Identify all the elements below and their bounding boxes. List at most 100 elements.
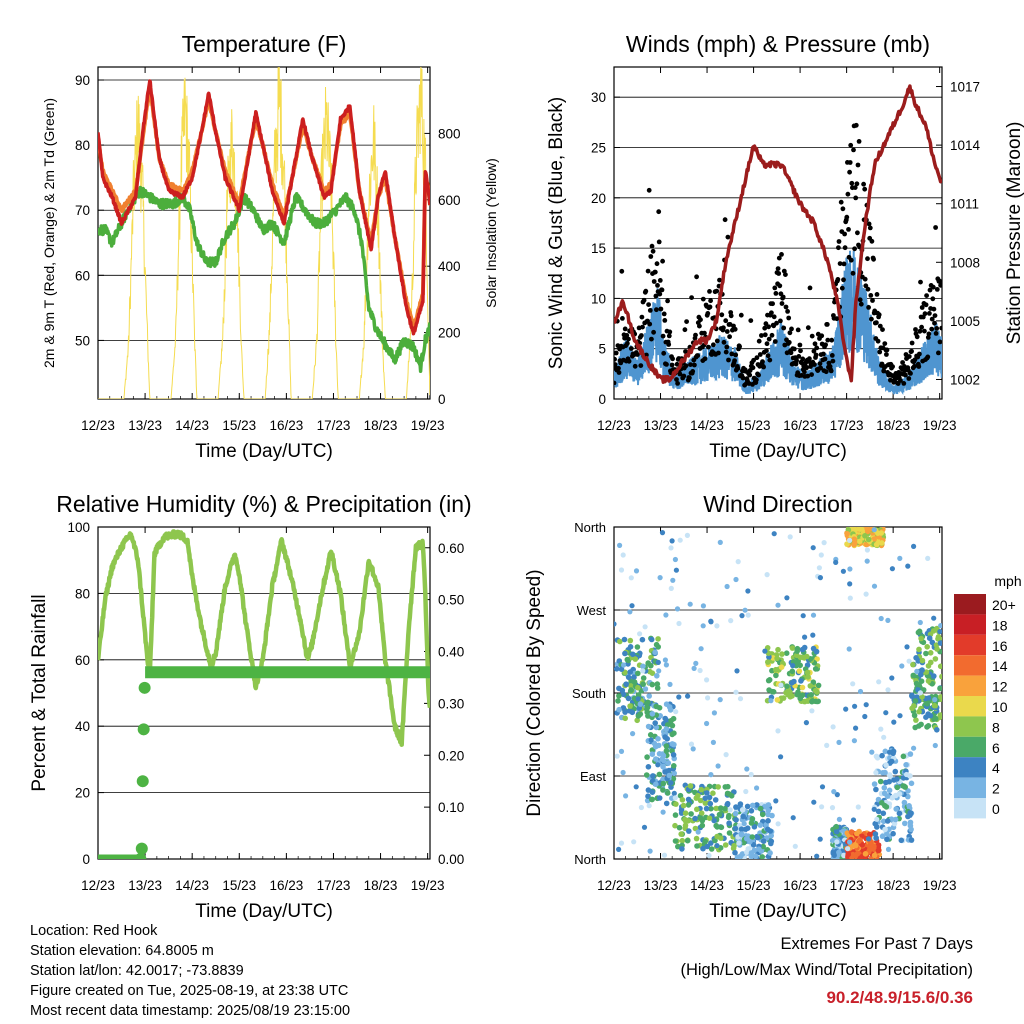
direction-point xyxy=(671,770,677,777)
direction-point xyxy=(698,786,705,793)
wind-series-group xyxy=(614,84,942,396)
gust-point xyxy=(764,341,770,347)
direction-point xyxy=(853,725,859,731)
direction-point xyxy=(760,843,766,850)
gust-point xyxy=(858,301,864,307)
direction-point xyxy=(798,678,804,684)
direction-point xyxy=(787,689,793,695)
direction-point xyxy=(836,849,842,856)
gust-point xyxy=(867,225,873,231)
direction-point xyxy=(857,855,864,859)
extremes-values: 90.2/48.9/15.6/0.36 xyxy=(826,988,973,1007)
direction-point xyxy=(629,603,635,609)
direction-point xyxy=(871,806,877,812)
direction-point xyxy=(864,527,870,532)
direction-point xyxy=(673,567,680,573)
direction-point xyxy=(873,541,880,548)
gust-point xyxy=(901,381,907,386)
direction-point xyxy=(615,698,621,704)
direction-point xyxy=(903,762,909,768)
gust-point xyxy=(884,352,889,357)
legend-swatch xyxy=(954,675,986,696)
y-tick-label: 50 xyxy=(75,333,90,348)
y-tick-label: 25 xyxy=(591,140,606,155)
gust-point xyxy=(930,284,936,290)
gust-point xyxy=(922,328,927,334)
gust-point xyxy=(914,334,920,340)
direction-point xyxy=(882,826,888,833)
direction-point xyxy=(665,760,672,766)
direction-point xyxy=(663,800,670,807)
gust-point xyxy=(738,312,744,318)
direction-point xyxy=(875,847,882,854)
direction-point xyxy=(751,824,758,830)
gust-point xyxy=(756,372,761,378)
direction-point xyxy=(792,843,798,849)
gust-point xyxy=(813,352,819,358)
y2-tick-label: 0.30 xyxy=(438,696,464,711)
direction-point xyxy=(913,680,920,687)
direction-point xyxy=(690,746,696,752)
direction-point xyxy=(898,837,905,844)
direction-point xyxy=(871,527,877,533)
direction-point xyxy=(672,556,679,563)
direction-point xyxy=(778,682,784,688)
direction-point xyxy=(645,764,652,770)
direction-point xyxy=(833,828,840,835)
gust-point xyxy=(767,357,773,363)
direction-point xyxy=(625,674,632,681)
gust-point xyxy=(936,350,941,356)
direction-point xyxy=(732,810,739,817)
gust-point xyxy=(877,323,883,329)
gust-point xyxy=(780,294,786,300)
gust-point xyxy=(853,122,859,128)
direction-point xyxy=(797,662,803,669)
gust-point xyxy=(656,239,662,245)
gust-point xyxy=(762,332,768,338)
gust-point xyxy=(620,316,625,321)
direction-point xyxy=(768,698,774,704)
gust-point xyxy=(748,318,754,323)
gust-point xyxy=(721,339,727,345)
direction-point xyxy=(642,686,649,692)
direction-point xyxy=(754,834,761,841)
direction-point xyxy=(855,804,861,810)
direction-point xyxy=(724,790,731,797)
direction-point xyxy=(789,668,796,675)
direction-point xyxy=(672,795,678,801)
direction-point xyxy=(728,793,735,799)
gust-point xyxy=(809,372,814,377)
direction-point xyxy=(699,817,706,824)
gust-point xyxy=(640,324,645,330)
gust-point xyxy=(870,298,875,303)
direction-point xyxy=(700,623,706,629)
gust-point xyxy=(657,278,663,283)
direction-point xyxy=(634,644,641,650)
direction-point xyxy=(655,762,661,768)
gust-point xyxy=(875,338,881,344)
direction-point xyxy=(714,843,720,849)
direction-point xyxy=(631,839,637,845)
direction-point xyxy=(653,703,659,710)
direction-point xyxy=(688,811,694,817)
direction-point xyxy=(660,763,666,770)
direction-point xyxy=(726,830,733,836)
direction-point xyxy=(666,772,673,779)
gust-point xyxy=(649,336,654,342)
gust-point xyxy=(819,333,825,339)
gust-point xyxy=(862,186,868,192)
direction-point xyxy=(884,793,891,799)
y-tick-label: 60 xyxy=(75,653,90,668)
gust-point xyxy=(776,271,782,276)
gust-point xyxy=(763,321,769,327)
direction-point xyxy=(733,576,739,583)
direction-point xyxy=(653,756,659,762)
gust-point xyxy=(766,336,772,342)
direction-point xyxy=(917,619,923,626)
direction-point xyxy=(915,658,922,664)
direction-point xyxy=(671,730,677,736)
direction-point xyxy=(774,697,781,703)
direction-point xyxy=(640,675,647,681)
direction-point xyxy=(833,823,840,830)
panel-title: Temperature (F) xyxy=(182,31,347,57)
